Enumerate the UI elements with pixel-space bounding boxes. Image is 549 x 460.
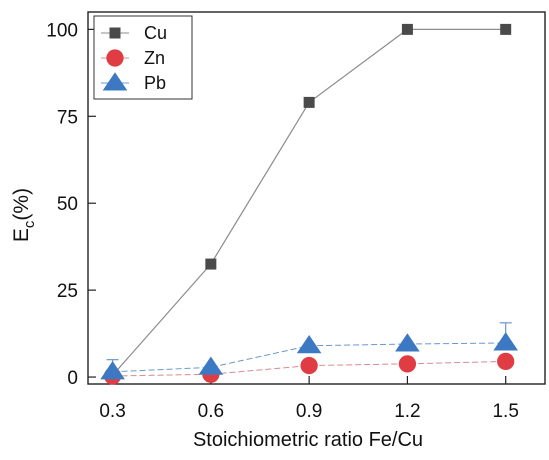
legend-label-Cu: Cu <box>144 23 167 43</box>
legend-label-Zn: Zn <box>144 48 165 68</box>
legend-marker-Cu <box>109 27 121 39</box>
data-point-Pb-0 <box>100 361 125 380</box>
legend-marker-Pb <box>102 72 128 91</box>
y-axis-title-group: Ec(%) <box>10 188 38 242</box>
legend-marker-Zn <box>106 49 124 67</box>
series-line-Zn <box>112 360 506 377</box>
legend: Cu Zn Pb <box>93 15 193 100</box>
x-tick-label-0: 0.3 <box>99 401 125 422</box>
y-tick-label-2: 50 <box>57 194 78 215</box>
data-point-Zn-2 <box>300 356 318 375</box>
data-point-Pb-4 <box>493 332 518 351</box>
y-axis-title-subscript: c <box>21 220 38 228</box>
data-point-Zn-4 <box>497 352 515 371</box>
y-axis-title-suffix: (%) <box>10 188 33 221</box>
series-Pb <box>100 322 518 380</box>
x-tick-label-1: 0.6 <box>198 401 224 422</box>
legend-item-Pb: Pb <box>101 72 166 93</box>
plot-frame <box>87 11 546 385</box>
data-point-Zn-3 <box>398 355 417 373</box>
x-tick-label-2: 0.9 <box>296 401 322 422</box>
legend-items: Cu Zn Pb <box>101 23 167 93</box>
y-tick-label-4: 100 <box>46 20 78 41</box>
data-point-Cu-3 <box>401 23 413 35</box>
x-axis-title: Stoichiometric ratio Fe/Cu <box>193 429 423 451</box>
data-point-Cu-1 <box>205 258 217 270</box>
data-point-Pb-1 <box>198 356 224 375</box>
y-axis-title: Ec(%) <box>10 188 38 242</box>
y-tick-label-1: 25 <box>57 281 78 302</box>
x-tick-label-3: 1.2 <box>394 401 420 422</box>
legend-item-Cu: Cu <box>101 23 167 43</box>
data-point-Cu-2 <box>303 96 315 108</box>
x-tick-label-4: 1.5 <box>492 401 518 422</box>
y-tick-label-3: 75 <box>57 107 78 128</box>
data-point-Cu-4 <box>500 23 512 35</box>
y-tick-label-0: 0 <box>67 368 78 389</box>
legend-item-Zn: Zn <box>101 48 165 68</box>
data-point-Pb-2 <box>296 334 322 354</box>
data-point-Pb-3 <box>395 333 420 352</box>
plot-layer: 0 25 50 75 100 0.3 0.6 0.9 1.2 1.5 <box>46 11 546 422</box>
y-axis-title-main: E <box>10 228 33 242</box>
legend-label-Pb: Pb <box>144 73 166 93</box>
